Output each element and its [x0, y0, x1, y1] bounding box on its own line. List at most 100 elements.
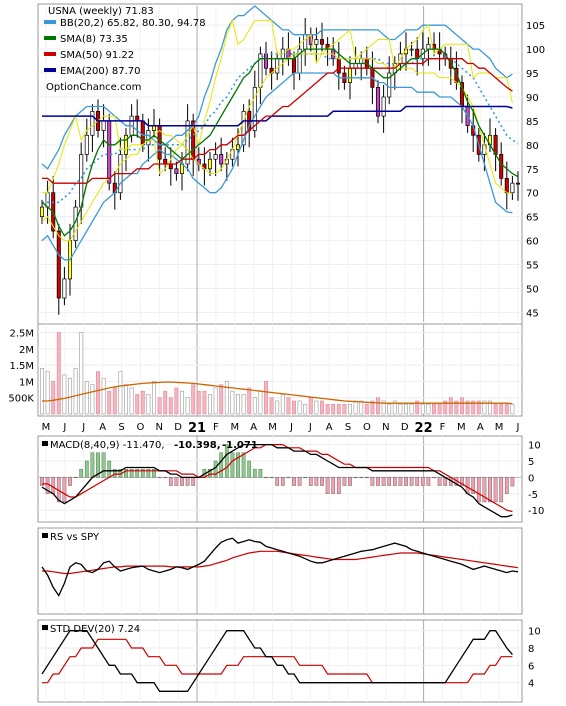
macd-histogram-bar [342, 477, 347, 486]
volume-bar [191, 384, 196, 415]
candle-body [515, 182, 521, 185]
volume-bar [146, 394, 151, 415]
candle-body [336, 58, 341, 74]
volume-bar [135, 394, 140, 415]
envelope-lower-line [41, 53, 513, 242]
month-label: S [118, 422, 124, 433]
volume-bar [426, 403, 431, 415]
volume-average-line [42, 381, 513, 405]
macd-histogram-bar [124, 468, 128, 478]
month-label: A [99, 422, 106, 433]
volume-bar [180, 390, 184, 415]
macd-histogram-bar [303, 477, 308, 479]
volume-bar [359, 400, 364, 415]
candle-body [353, 63, 358, 69]
sma8-line [41, 48, 519, 237]
volume-bar [493, 403, 498, 415]
macd-histogram-bar [488, 477, 492, 503]
macd-histogram-bar [73, 477, 78, 479]
macd-histogram-bar [180, 477, 184, 486]
macd-histogram-bar [68, 477, 72, 486]
macd-histogram-bar [376, 477, 380, 486]
candle-body [174, 168, 179, 174]
candle-body [45, 192, 50, 208]
candle-body [163, 158, 168, 165]
macd-histogram-bar [504, 477, 509, 494]
volume-bar [370, 400, 375, 415]
rs-legend-label: RS vs SPY [50, 532, 100, 543]
rs-legend: RS vs SPY [42, 532, 100, 543]
candle-body [314, 39, 319, 45]
month-label: N [156, 422, 163, 433]
macd-histogram-bar [157, 477, 162, 479]
candle-body [499, 154, 504, 179]
month-label: J [308, 422, 312, 433]
macd-histogram-bar [280, 477, 285, 486]
volume-bar [336, 403, 341, 415]
macd-histogram-bar [264, 477, 268, 479]
month-label: O [363, 422, 371, 433]
macd-histogram-bar [415, 477, 420, 486]
volume-bar [280, 394, 285, 415]
macd-histogram-bar [269, 477, 274, 479]
macd-histogram-bar [185, 477, 190, 486]
volume-bar [471, 400, 476, 415]
legend-title: USNA (weekly) 71.83 [48, 6, 154, 17]
macd-tick-label: 10 [528, 441, 541, 452]
std-tick-label: 6 [528, 661, 534, 672]
macd-legend: MACD(8,40,9) -11.470, -10.398, -1.071 [42, 440, 258, 451]
volume-bar [482, 400, 487, 415]
candle-body [207, 158, 213, 170]
volume-bar [236, 394, 240, 415]
macd-histogram-bar [398, 477, 403, 486]
volume-bar [325, 403, 330, 415]
month-label: M [42, 422, 51, 433]
candle-body [101, 120, 106, 131]
candle-body [168, 163, 173, 170]
price-tick-label: 75 [526, 165, 539, 176]
candle-body [235, 144, 241, 150]
month-label: A [326, 422, 333, 433]
macd-histogram-bar [426, 477, 431, 486]
month-label: S [345, 422, 351, 433]
macd-histogram-bar [163, 477, 168, 479]
macd-histogram-bar [51, 477, 56, 494]
macd-histogram-bar [213, 460, 218, 478]
macd-histogram-bar [325, 477, 330, 494]
rs-swatch [42, 533, 48, 538]
volume-bar [247, 387, 252, 415]
legend-sma8: SMA(8) 73.35 [60, 34, 128, 45]
volume-bar [499, 403, 504, 415]
price-tick-label: 105 [526, 21, 545, 32]
volume-bar [353, 400, 358, 415]
macd-histogram-bar [224, 444, 229, 478]
volume-bar [465, 400, 470, 415]
price-tick-label: 50 [526, 284, 539, 295]
macd-histogram-bar [476, 477, 481, 503]
volume-bar [376, 397, 380, 415]
macd-histogram-bar [241, 452, 246, 478]
macd-histogram-bar [370, 477, 375, 486]
price-tick-label: 70 [526, 189, 539, 200]
macd-histogram-bar [392, 477, 397, 486]
volume-bar [387, 403, 392, 415]
volume-bar [303, 403, 308, 415]
candle-body [263, 53, 269, 69]
envelope-upper-line [42, 18, 513, 194]
macd-histogram-bar [146, 468, 151, 478]
macd-histogram-bar [112, 468, 117, 478]
volume-bar [292, 400, 296, 415]
volume-bar [230, 390, 235, 415]
month-label: J [62, 422, 66, 433]
volume-bar [40, 368, 44, 415]
candle-body [504, 178, 509, 194]
month-label: F [213, 422, 219, 433]
macd-histogram-bar [460, 477, 464, 486]
macd-histogram-bar [387, 477, 392, 486]
candle-body [381, 96, 386, 117]
volume-bar [56, 332, 61, 415]
volume-bar [112, 387, 117, 415]
macd-histogram-bar [336, 477, 341, 494]
candle-body [39, 206, 45, 218]
